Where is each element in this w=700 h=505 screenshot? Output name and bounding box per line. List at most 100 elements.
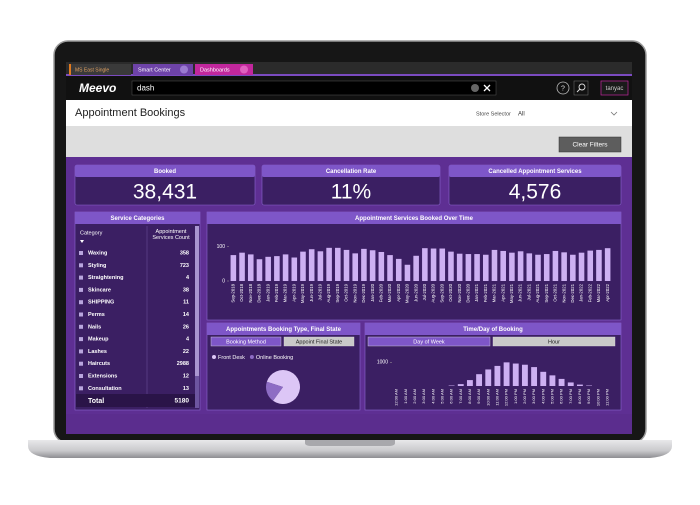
bar[interactable] [282,254,289,281]
x-tick-label: 10:00 PM [595,389,600,406]
bar[interactable] [552,250,559,281]
search-button[interactable] [573,80,589,96]
bar[interactable] [300,251,306,281]
row-category[interactable]: Perms [88,312,105,318]
bar[interactable] [247,254,254,281]
legend-label[interactable]: Online Booking [256,355,293,361]
bar[interactable] [439,248,446,281]
bar[interactable] [378,251,385,281]
bar[interactable] [543,254,550,281]
bar[interactable] [494,365,501,386]
bar[interactable] [413,255,419,281]
help-icon[interactable] [556,81,570,95]
bar[interactable] [491,249,498,281]
tab-close[interactable] [240,65,248,74]
bar[interactable] [343,249,350,281]
row-category[interactable]: Extensions [88,373,117,379]
bar[interactable] [604,248,611,281]
tab[interactable] [69,64,131,75]
row-category[interactable]: Nails [88,324,101,330]
bar[interactable] [369,250,376,281]
bar[interactable] [596,249,602,281]
bar[interactable] [308,249,315,281]
bar[interactable] [567,382,574,386]
tab[interactable] [133,64,193,75]
bar[interactable] [561,252,567,281]
toggle-button[interactable] [492,336,616,347]
row-category[interactable]: Waxing [88,250,107,256]
bar[interactable] [474,254,480,281]
bar[interactable] [485,369,492,386]
pie-slice[interactable] [266,369,300,404]
bar[interactable] [466,380,473,386]
bar[interactable] [521,364,528,386]
bar[interactable] [531,367,538,386]
row-count: 14 [183,312,190,318]
dropdown-chevron[interactable] [610,111,618,116]
row-category[interactable]: Lashes [88,349,107,355]
row-category[interactable]: Skincare [88,287,111,293]
bar[interactable] [535,254,541,281]
toggle-button[interactable] [210,336,282,347]
row-category[interactable]: Straightening [88,275,123,281]
tab[interactable] [195,64,253,75]
bar[interactable] [512,363,519,386]
bar[interactable] [503,362,510,386]
bar[interactable] [395,258,402,281]
row-category[interactable]: Haircuts [88,361,110,367]
bar[interactable] [387,255,393,281]
clear-icon[interactable] [483,84,491,92]
bar[interactable] [457,384,464,386]
x-tick-label: Jul-2020 [422,283,427,300]
store-selector-value[interactable]: All [518,112,525,118]
row-category[interactable]: Styling [88,263,106,269]
bar[interactable] [404,264,411,281]
sort-arrow[interactable] [80,240,84,243]
bar[interactable] [317,251,324,281]
bar[interactable] [526,253,533,281]
bar[interactable] [576,384,583,386]
bar[interactable] [326,247,332,281]
bar[interactable] [482,254,489,281]
scroll-thumb[interactable] [195,226,199,376]
x-tick-label: 4:00 AM [430,389,435,404]
bar[interactable] [558,378,565,386]
legend-label[interactable]: Front Desk [218,355,245,361]
bar[interactable] [291,257,298,281]
bar[interactable] [587,250,594,281]
bar[interactable] [352,253,359,281]
bar[interactable] [430,248,437,281]
search-box[interactable] [131,80,497,96]
bar[interactable] [570,254,576,281]
x-tick-label: Dec-2019 [361,283,366,302]
row-category[interactable]: SHIPPING [88,300,114,306]
info-icon[interactable] [471,84,479,92]
bar[interactable] [361,248,367,281]
toggle-button[interactable] [367,336,491,347]
bar[interactable] [578,252,585,281]
row-category[interactable]: Makeup [88,337,109,343]
user-button[interactable] [600,80,629,96]
bar[interactable] [230,255,237,281]
toggle-button[interactable] [283,336,355,347]
row-category[interactable]: Consultation [88,386,122,392]
bar[interactable] [239,252,245,281]
pie-slice[interactable] [266,381,283,401]
search-icon [578,83,586,91]
bar[interactable] [549,375,556,386]
bar[interactable] [422,248,428,281]
bar[interactable] [509,252,515,281]
bar[interactable] [517,251,524,281]
bar[interactable] [265,256,271,281]
bar[interactable] [456,253,463,281]
bar[interactable] [335,247,341,281]
bar[interactable] [540,371,547,386]
bar[interactable] [476,374,483,386]
tab-close[interactable] [180,65,188,74]
bar[interactable] [274,256,280,281]
bar[interactable] [448,251,454,281]
clear-filters-button[interactable] [558,136,622,153]
bar[interactable] [256,259,263,281]
bar[interactable] [500,250,506,281]
bar[interactable] [465,254,472,281]
